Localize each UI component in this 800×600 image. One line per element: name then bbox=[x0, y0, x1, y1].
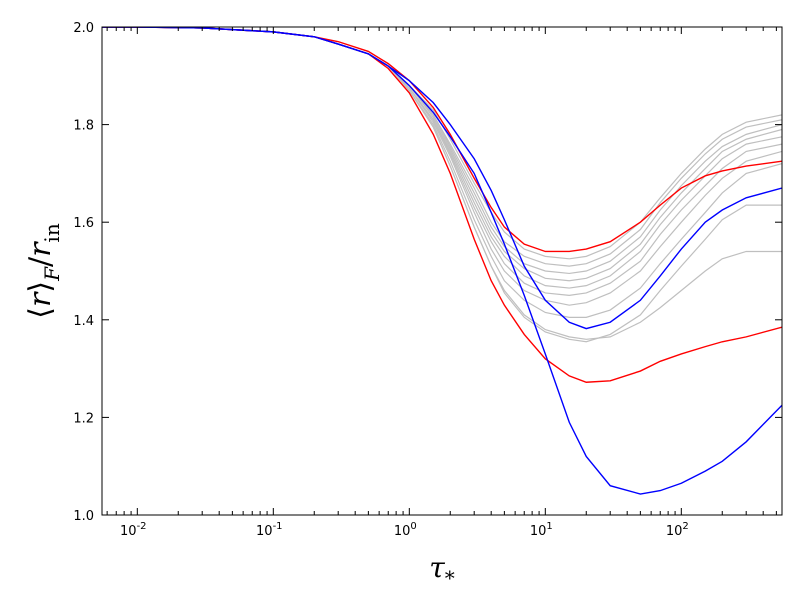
x-tick-label-base: 10 bbox=[256, 524, 273, 539]
x-tick-label: 102 bbox=[666, 521, 689, 539]
y-tick-label: 1.4 bbox=[73, 314, 94, 329]
plot-frame bbox=[101, 26, 783, 516]
x-tick-label: 101 bbox=[530, 521, 553, 539]
x-axis-label-symbol: τ bbox=[429, 551, 445, 584]
x-tick-label-base: 10 bbox=[394, 524, 411, 539]
x-tick-label-base: 10 bbox=[666, 524, 683, 539]
y-axis-label-open: ⟨ bbox=[23, 307, 58, 319]
y-axis-label-sub: F bbox=[40, 266, 64, 282]
series-line-gray-8 bbox=[102, 27, 782, 343]
x-tick-label: 10-1 bbox=[256, 521, 283, 539]
x-tick-label: 10-2 bbox=[120, 521, 147, 539]
x-tick-label-exponent: -1 bbox=[273, 521, 283, 532]
y-axis-label-slash: / bbox=[23, 256, 58, 267]
series-line-gray-2 bbox=[102, 27, 782, 275]
y-axis-label-var: r bbox=[23, 291, 58, 307]
series-line-gray-9 bbox=[102, 27, 782, 340]
y-axis-label-close: ⟩ bbox=[23, 281, 58, 293]
y-tick-label: 2.0 bbox=[73, 21, 94, 36]
series-line-gray-4 bbox=[102, 27, 782, 289]
y-axis-label-den: r bbox=[23, 241, 58, 257]
y-axis-label: ⟨r⟩F/rin bbox=[23, 223, 64, 319]
series-lines bbox=[102, 27, 782, 495]
x-tick-label-exponent: 0 bbox=[410, 521, 416, 532]
x-tick-label-exponent: -2 bbox=[137, 521, 147, 532]
series-line-blue-12 bbox=[102, 27, 782, 330]
series-line-gray-6 bbox=[102, 27, 782, 306]
x-axis-label-subscript: * bbox=[445, 566, 455, 590]
x-tick-label-exponent: 1 bbox=[546, 521, 552, 532]
y-tick-label: 1.8 bbox=[73, 119, 94, 134]
series-line-red-11 bbox=[102, 27, 782, 383]
series-line-blue-13 bbox=[102, 27, 782, 495]
y-axis-label-den-sub: in bbox=[40, 223, 64, 242]
y-tick-label: 1.0 bbox=[73, 509, 94, 524]
x-tick-label-base: 10 bbox=[120, 524, 137, 539]
x-axis-label: τ* bbox=[429, 551, 455, 590]
series-line-gray-5 bbox=[102, 27, 782, 297]
x-tick-label-base: 10 bbox=[530, 524, 547, 539]
series-line-gray-7 bbox=[102, 27, 782, 318]
x-tick-label: 100 bbox=[394, 521, 417, 539]
x-tick-label-exponent: 2 bbox=[682, 521, 688, 532]
y-tick-label: 1.6 bbox=[73, 216, 94, 231]
y-tick-label: 1.2 bbox=[73, 411, 94, 426]
